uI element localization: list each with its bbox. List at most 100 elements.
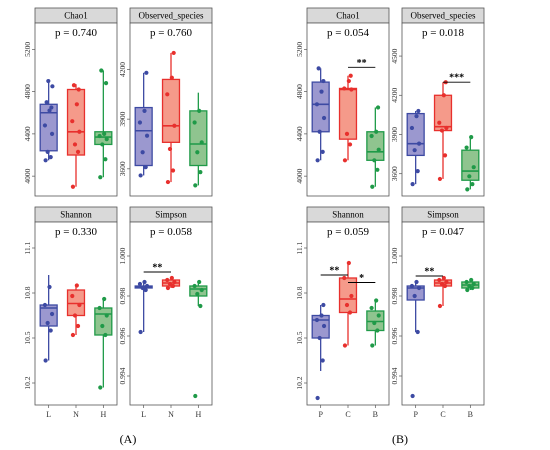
significance-label: * xyxy=(359,273,364,284)
p-value-label: p = 0.018 xyxy=(422,27,464,39)
data-point xyxy=(315,158,320,163)
data-point xyxy=(344,302,350,308)
data-point xyxy=(437,277,442,283)
data-point xyxy=(464,145,469,150)
data-point xyxy=(347,142,353,147)
y-tick-label: 3900 xyxy=(390,127,399,142)
data-point xyxy=(47,108,52,113)
x-tick-label: C xyxy=(440,410,445,419)
p-value-label: p = 0.047 xyxy=(422,226,464,238)
data-point xyxy=(143,165,148,170)
data-point xyxy=(314,102,320,107)
x-tick-label: H xyxy=(100,410,106,419)
data-point xyxy=(48,155,53,160)
data-point xyxy=(316,66,321,71)
data-point xyxy=(44,100,49,105)
y-tick-label: 5200 xyxy=(23,42,32,57)
data-point xyxy=(195,150,200,155)
data-point xyxy=(138,329,143,335)
data-point xyxy=(74,283,79,288)
significance-label: ** xyxy=(424,267,434,278)
data-point xyxy=(342,158,348,163)
p-value-label: p = 0.760 xyxy=(150,27,192,39)
y-tick-label: 4400 xyxy=(295,126,304,141)
data-point xyxy=(47,284,52,290)
data-point xyxy=(442,283,448,289)
data-point xyxy=(469,135,474,140)
data-point xyxy=(374,298,379,303)
data-point xyxy=(376,147,381,152)
y-tick-label: 4000 xyxy=(295,168,304,183)
data-point xyxy=(347,310,353,315)
data-point xyxy=(70,293,75,299)
data-point xyxy=(170,168,176,173)
data-point xyxy=(469,277,474,283)
y-tick-label: 3600 xyxy=(118,161,127,176)
data-point xyxy=(319,89,324,94)
data-point xyxy=(49,105,54,110)
panel-title: Shannon xyxy=(332,210,364,220)
plot-area xyxy=(129,221,213,406)
data-point xyxy=(344,131,350,136)
y-tick-label: 4800 xyxy=(23,84,32,99)
data-point xyxy=(319,313,324,318)
data-point xyxy=(144,283,150,289)
data-point xyxy=(171,50,176,56)
data-point xyxy=(198,170,203,175)
panel-title: Chao1 xyxy=(336,11,360,21)
y-tick-label: 11.1 xyxy=(295,241,304,254)
data-point xyxy=(349,293,354,299)
data-point xyxy=(100,142,105,147)
data-point xyxy=(143,287,148,293)
data-point xyxy=(198,303,203,309)
box-P xyxy=(311,314,330,339)
data-point xyxy=(72,313,78,318)
data-point xyxy=(369,133,374,139)
data-point xyxy=(170,283,176,289)
data-point xyxy=(369,305,374,311)
data-point xyxy=(467,174,472,179)
data-point xyxy=(99,68,104,73)
box-C xyxy=(338,87,358,140)
data-point xyxy=(375,105,381,110)
y-tick-label: 1.000 xyxy=(390,247,399,264)
data-point xyxy=(414,114,419,119)
data-point xyxy=(165,285,171,291)
data-point xyxy=(70,119,75,124)
y-tick-label: 1.000 xyxy=(118,247,127,264)
data-point xyxy=(467,283,472,289)
data-point xyxy=(415,168,420,174)
data-point xyxy=(199,287,204,293)
box-P xyxy=(311,81,330,133)
data-point xyxy=(104,313,109,318)
y-tick-label: 0.996 xyxy=(118,327,127,344)
data-point xyxy=(320,358,325,363)
data-point xyxy=(197,279,202,285)
panel-A-shannon: Shannon p = 0.330 10.2 10.5 10.8 11.1 L N H xyxy=(23,206,118,419)
y-tick-label: 0.994 xyxy=(390,367,399,384)
y-tick-label: 0.998 xyxy=(118,287,127,304)
data-point xyxy=(77,129,82,134)
data-point xyxy=(439,281,445,287)
significance-label: *** xyxy=(449,73,464,84)
panel-title: Observed_species xyxy=(411,11,476,21)
data-point xyxy=(375,167,380,172)
data-point xyxy=(315,395,320,401)
data-point xyxy=(439,128,445,133)
data-point xyxy=(140,150,145,155)
panel-B-simpson: Simpson p = 0.047 0.994 0.996 0.998 1.000 ** P C… xyxy=(390,206,485,419)
data-point xyxy=(169,75,174,80)
p-value-label: p = 0.058 xyxy=(150,226,192,238)
data-point xyxy=(444,125,449,131)
y-tick-label: 4200 xyxy=(118,62,127,77)
data-point xyxy=(72,142,78,147)
x-tick-label: P xyxy=(413,410,418,419)
data-point xyxy=(45,149,50,154)
y-tick-label: 3900 xyxy=(118,111,127,126)
data-point xyxy=(441,93,446,98)
box-L xyxy=(39,304,58,327)
data-point xyxy=(437,120,442,125)
